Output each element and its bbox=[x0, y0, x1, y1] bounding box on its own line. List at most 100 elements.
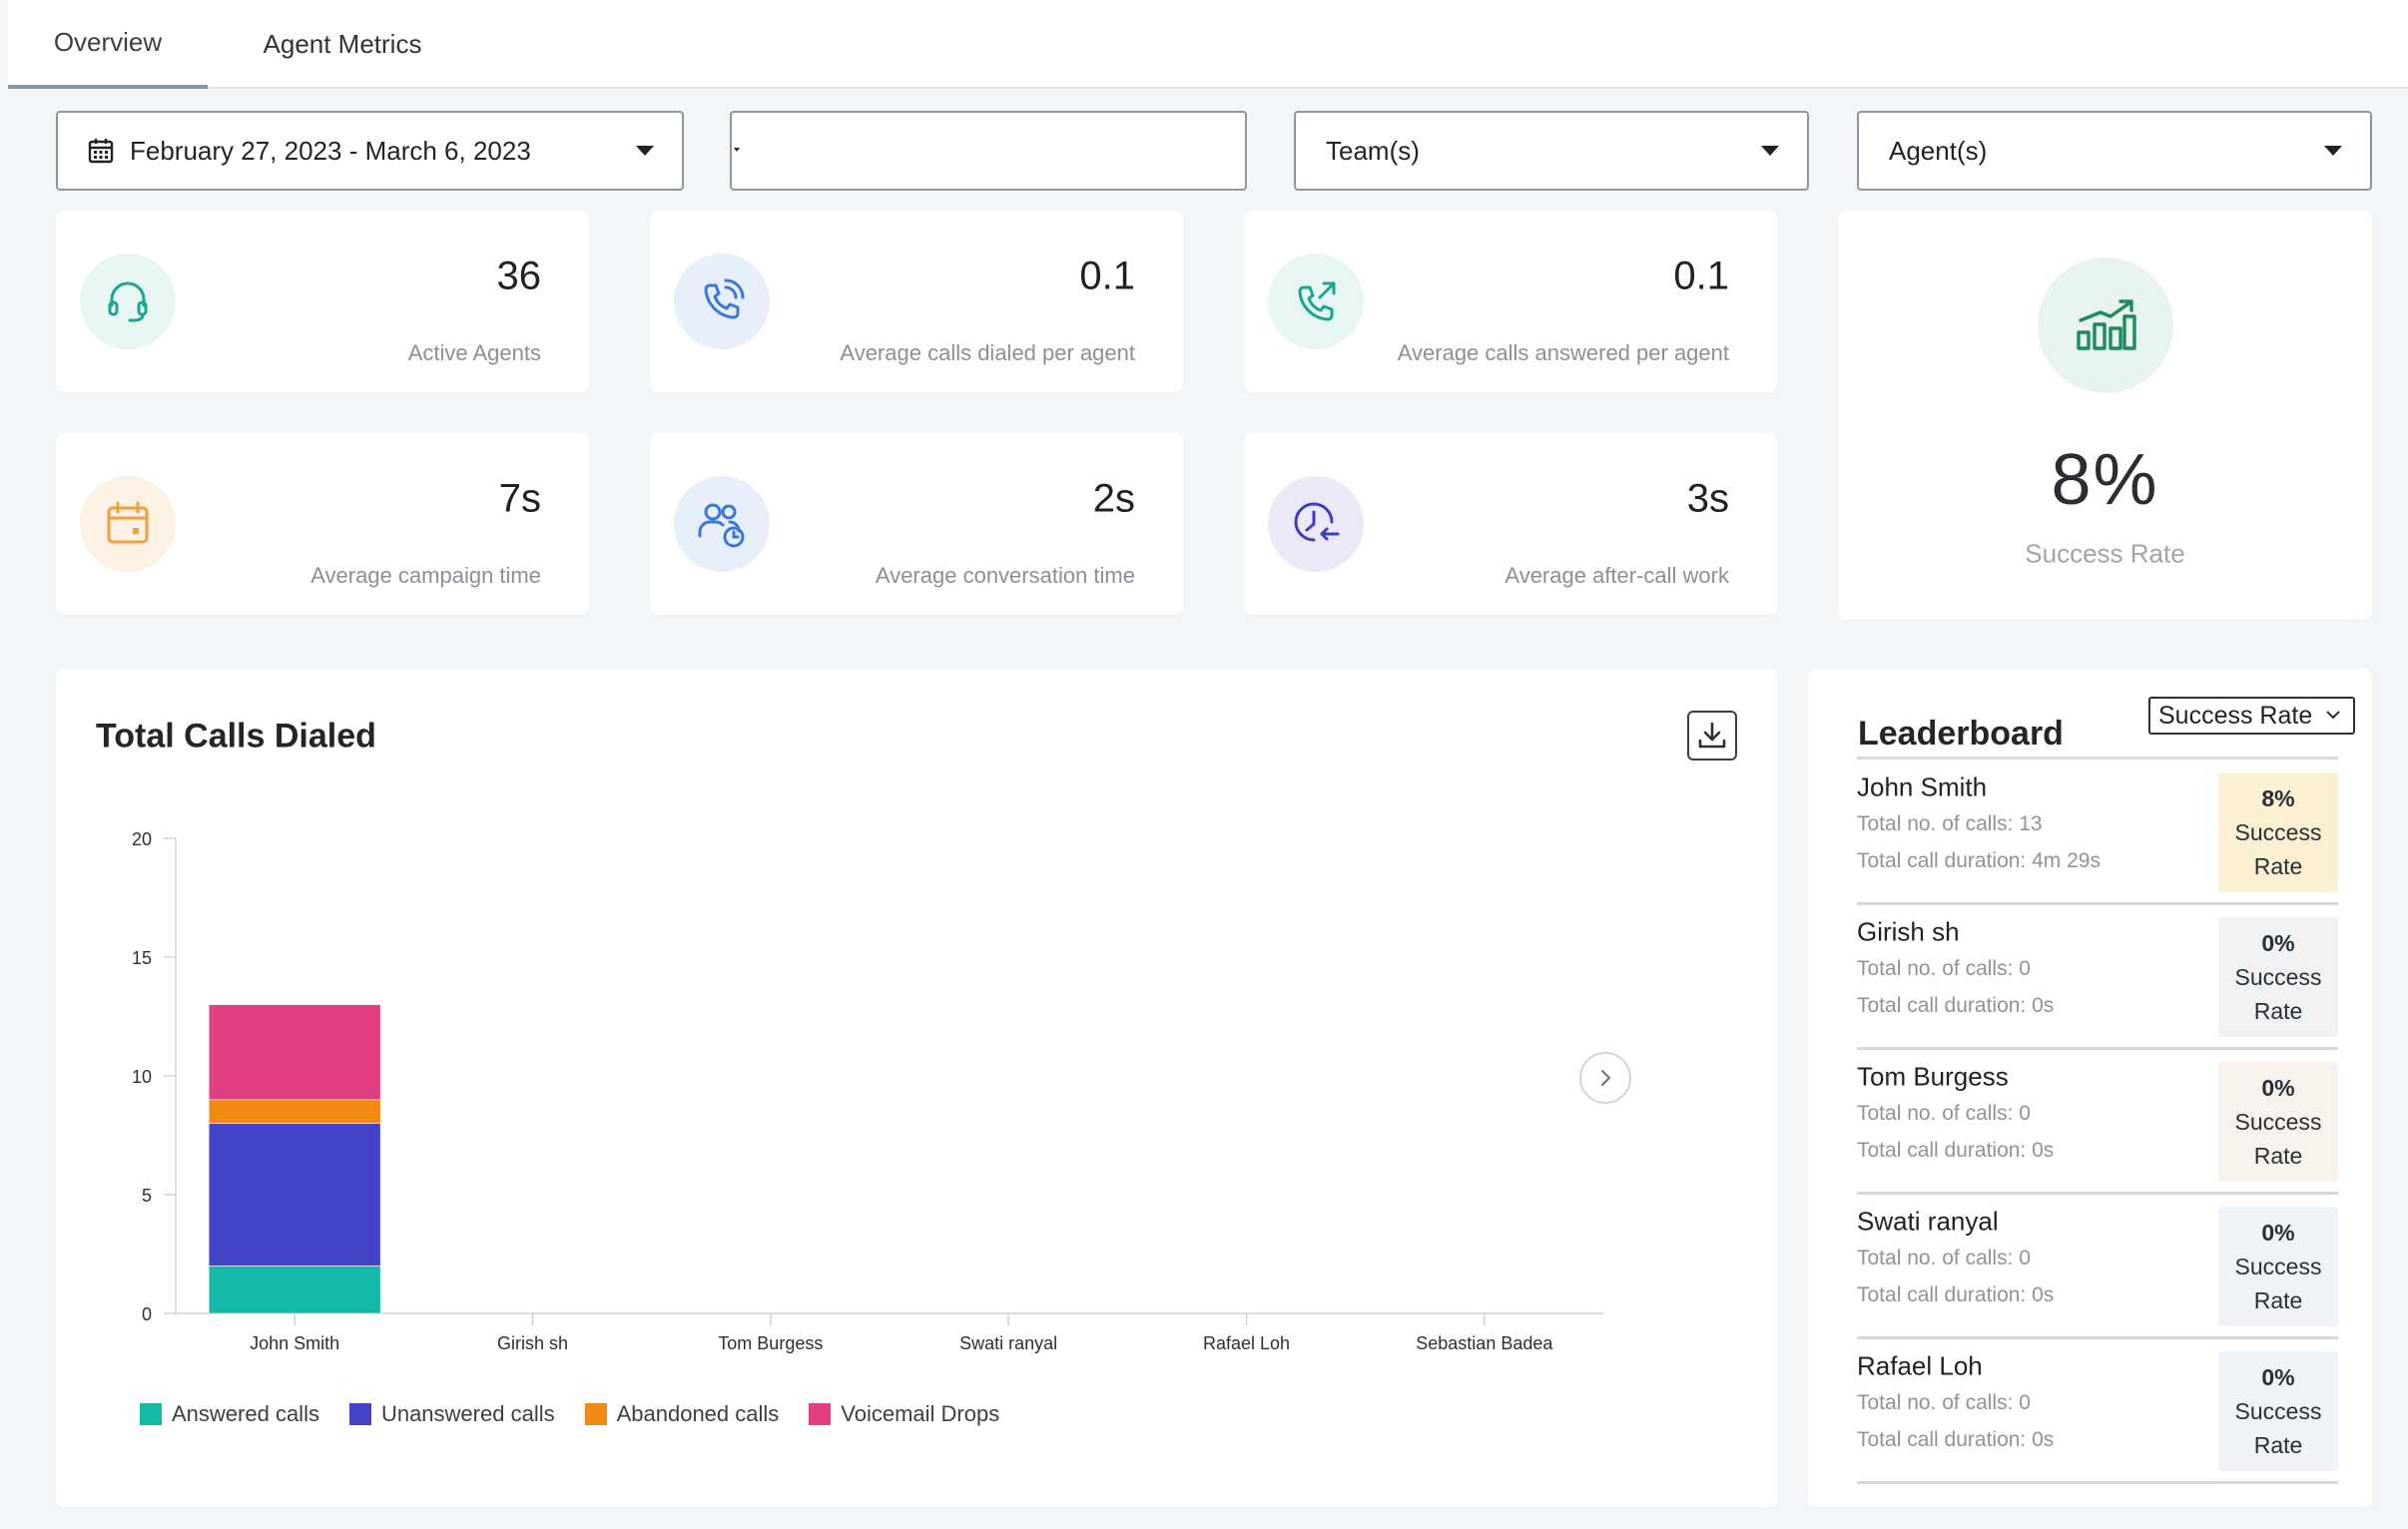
bar-segment bbox=[208, 1123, 381, 1267]
phone-dial-icon bbox=[674, 254, 770, 349]
badge-label-2: Rate bbox=[2253, 1432, 2303, 1458]
total-calls-chart-card: Total Calls Dialed 0 5 10 15 20 John Smith Gir… bbox=[56, 669, 1777, 1507]
total-calls: Total no. of calls: 0 bbox=[1857, 1102, 2031, 1125]
x-tick-label: Tom Burgess bbox=[718, 1333, 823, 1353]
badge-label-1: Success bbox=[2234, 964, 2322, 990]
success-rate-label: Success Rate bbox=[2025, 538, 2185, 569]
agent-select-label: Agent(s) bbox=[1889, 135, 1988, 166]
y-tick-label: 5 bbox=[142, 1186, 152, 1206]
campaign-select[interactable] bbox=[730, 111, 1247, 191]
leaderboard-row: John Smith Total no. of calls: 13 Total ca… bbox=[1857, 761, 2338, 905]
chevron-right-icon bbox=[1601, 1070, 1611, 1086]
stat-card-active-agents: 36 Active Agents bbox=[56, 211, 589, 392]
badge-label-1: Success bbox=[2234, 1398, 2322, 1424]
badge-label-2: Rate bbox=[2253, 1287, 2303, 1313]
chart-plot: 0 5 10 15 20 John Smith Girish sh Tom Burgess Sw… bbox=[132, 829, 1603, 1353]
legend-swatch bbox=[809, 1403, 832, 1425]
agent-name: Tom Burgess bbox=[1857, 1061, 2009, 1092]
stat-label: Active Agents bbox=[407, 340, 541, 365]
leaderboard-sort-label: Success Rate bbox=[2158, 701, 2313, 730]
bar-segment bbox=[208, 1266, 381, 1314]
leaderboard-row: Rafael Loh Total no. of calls: 0 Total cal… bbox=[1857, 1339, 2338, 1484]
y-tick-label: 0 bbox=[142, 1304, 152, 1324]
team-select[interactable]: Team(s) bbox=[1294, 111, 1809, 191]
stat-card-campaign-time: 7s Average campaign time bbox=[56, 433, 589, 615]
success-rate-value: 8% bbox=[2051, 440, 2159, 520]
x-tick-label: Swati ranyal bbox=[959, 1333, 1057, 1353]
tab-bar: Overview Agent Metrics bbox=[8, 0, 2408, 89]
users-clock-icon bbox=[674, 476, 770, 572]
chart-title: Total Calls Dialed bbox=[96, 717, 376, 756]
stat-value: 36 bbox=[496, 254, 542, 298]
total-duration: Total call duration: 4m 29s bbox=[1857, 849, 2101, 872]
agent-name: Rafael Loh bbox=[1857, 1350, 1983, 1381]
stat-card-conversation-time: 2s Average conversation time bbox=[650, 433, 1183, 615]
total-duration: Total call duration: 0s bbox=[1857, 1428, 2055, 1451]
total-calls: Total no. of calls: 13 bbox=[1857, 812, 2043, 835]
tab-overview[interactable]: Overview bbox=[8, 0, 208, 89]
stat-value: 0.1 bbox=[1079, 254, 1135, 298]
total-duration: Total call duration: 0s bbox=[1857, 1283, 2055, 1306]
legend-label: Voicemail Drops bbox=[841, 1401, 1000, 1426]
total-calls: Total no. of calls: 0 bbox=[1857, 1247, 2031, 1270]
stat-value: 0.1 bbox=[1673, 254, 1729, 298]
bar-chart-up-icon bbox=[2038, 257, 2173, 393]
success-rate-badge: 0% Success Rate bbox=[2218, 1062, 2338, 1182]
stat-label: Average campaign time bbox=[310, 563, 541, 588]
legend-item[interactable]: Abandoned calls bbox=[584, 1401, 780, 1427]
download-button[interactable] bbox=[1687, 711, 1737, 761]
bar-segment bbox=[208, 1099, 381, 1124]
bar-segment bbox=[208, 1004, 381, 1101]
stat-label: Average calls answered per agent bbox=[1397, 340, 1729, 365]
leaderboard-row: Girish sh Total no. of calls: 0 Total call… bbox=[1857, 905, 2338, 1050]
leaderboard-row: Tom Burgess Total no. of calls: 0 Total ca… bbox=[1857, 1050, 2338, 1195]
team-select-label: Team(s) bbox=[1326, 135, 1420, 166]
badge-label-1: Success bbox=[2234, 1254, 2322, 1279]
date-range-picker[interactable]: February 27, 2023 - March 6, 2023 bbox=[56, 111, 684, 191]
badge-percent: 0% bbox=[2261, 1364, 2295, 1390]
legend-item[interactable]: Voicemail Drops bbox=[809, 1401, 999, 1427]
x-tick-label: John Smith bbox=[250, 1333, 339, 1353]
x-tick-label: Girish sh bbox=[497, 1333, 568, 1353]
total-calls: Total no. of calls: 0 bbox=[1857, 957, 2031, 980]
calendar-icon bbox=[80, 476, 176, 572]
stat-card-calls-dialed: 0.1 Average calls dialed per agent bbox=[650, 211, 1183, 392]
x-tick-label: Sebastian Badea bbox=[1416, 1333, 1553, 1353]
chevron-down-icon bbox=[2326, 711, 2340, 720]
agent-name: Girish sh bbox=[1857, 916, 1960, 947]
y-tick-label: 20 bbox=[132, 829, 152, 849]
stat-label: Average conversation time bbox=[875, 563, 1135, 588]
legend-swatch bbox=[348, 1403, 371, 1425]
badge-percent: 0% bbox=[2261, 1075, 2295, 1101]
legend-label: Unanswered calls bbox=[380, 1401, 555, 1426]
success-rate-badge: 8% Success Rate bbox=[2218, 772, 2338, 892]
stat-value: 3s bbox=[1686, 476, 1729, 521]
legend-item[interactable]: Unanswered calls bbox=[348, 1401, 555, 1427]
y-tick-label: 15 bbox=[132, 948, 152, 968]
badge-percent: 8% bbox=[2261, 785, 2295, 811]
leaderboard-sort-select[interactable]: Success Rate bbox=[2148, 697, 2355, 735]
chevron-down-icon bbox=[636, 146, 654, 156]
download-icon bbox=[1698, 722, 1726, 749]
badge-label-2: Rate bbox=[2253, 998, 2303, 1024]
tab-agent-metrics[interactable]: Agent Metrics bbox=[263, 29, 422, 59]
clock-return-icon bbox=[1268, 476, 1364, 572]
agent-name: John Smith bbox=[1857, 771, 1988, 802]
badge-percent: 0% bbox=[2261, 1220, 2295, 1246]
stat-card-after-call-work: 3s Average after-call work bbox=[1244, 433, 1777, 615]
stat-card-calls-answered: 0.1 Average calls answered per agent bbox=[1244, 211, 1777, 392]
badge-label-2: Rate bbox=[2253, 853, 2303, 879]
leaderboard-row: Swati ranyal Total no. of calls: 0 Total c… bbox=[1857, 1195, 2338, 1339]
badge-label-1: Success bbox=[2234, 819, 2322, 845]
legend-label: Abandoned calls bbox=[616, 1401, 780, 1426]
chart-next-button[interactable] bbox=[1579, 1052, 1631, 1104]
agent-select[interactable]: Agent(s) bbox=[1857, 111, 2372, 191]
chevron-down-icon bbox=[2324, 146, 2342, 156]
badge-label-2: Rate bbox=[2253, 1143, 2303, 1169]
agent-name: Swati ranyal bbox=[1857, 1206, 1999, 1237]
chevron-down-icon bbox=[1761, 146, 1779, 156]
legend-item[interactable]: Answered calls bbox=[140, 1401, 319, 1427]
divider bbox=[1857, 757, 2338, 760]
success-rate-badge: 0% Success Rate bbox=[2218, 1351, 2338, 1471]
x-tick-label: Rafael Loh bbox=[1203, 1333, 1290, 1353]
